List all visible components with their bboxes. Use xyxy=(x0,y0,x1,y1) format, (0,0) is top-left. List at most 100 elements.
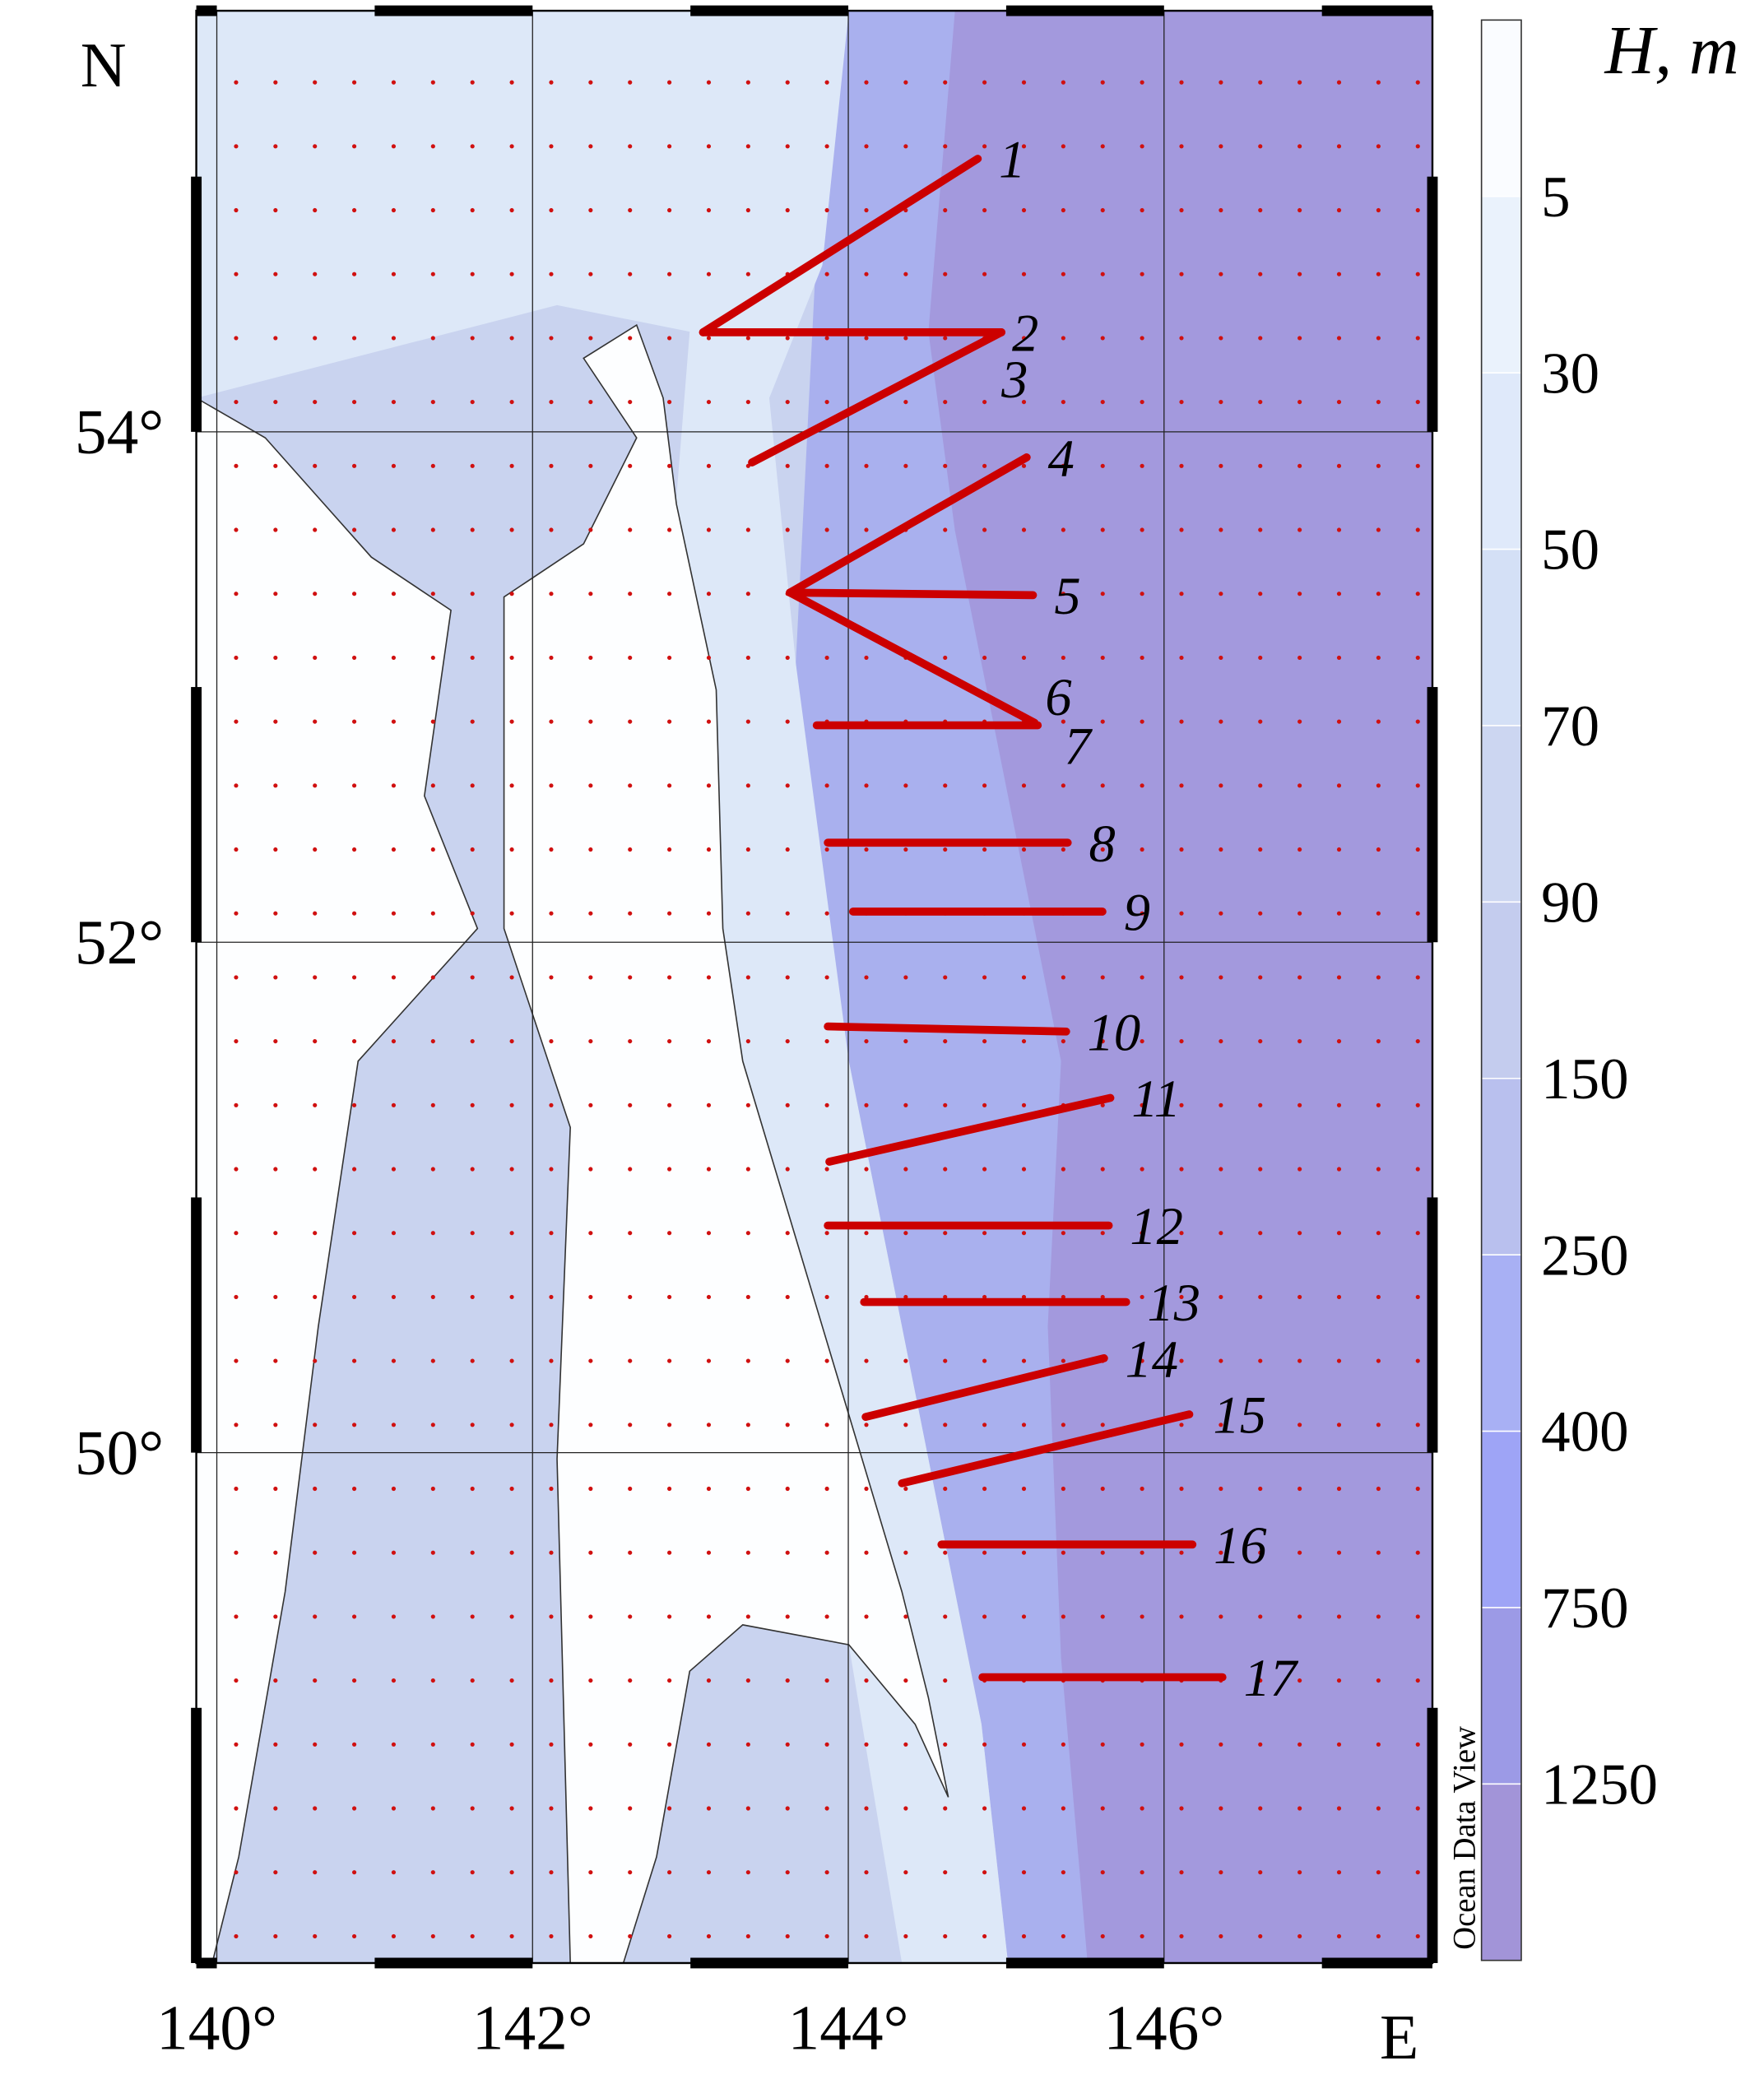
station xyxy=(1258,1423,1263,1427)
station xyxy=(1415,783,1420,788)
station xyxy=(628,1678,633,1683)
station xyxy=(667,1486,672,1492)
transect-label: 14 xyxy=(1126,1330,1178,1388)
station xyxy=(509,655,514,660)
station xyxy=(1415,400,1420,405)
station xyxy=(351,272,357,276)
station xyxy=(706,975,712,980)
station xyxy=(509,847,514,852)
station xyxy=(509,80,514,85)
station xyxy=(864,1870,869,1875)
x-tick-label: 144° xyxy=(788,1993,909,2063)
station xyxy=(982,1870,987,1875)
station xyxy=(785,80,790,85)
station xyxy=(1376,144,1381,149)
station xyxy=(1376,1614,1381,1619)
station xyxy=(234,847,239,852)
station xyxy=(313,1486,318,1492)
station xyxy=(470,1870,475,1875)
station xyxy=(1415,1742,1420,1747)
station xyxy=(824,1678,829,1683)
station xyxy=(785,847,790,852)
station xyxy=(234,911,239,916)
station xyxy=(1100,336,1105,341)
station xyxy=(1219,655,1223,660)
station xyxy=(391,1039,397,1044)
station xyxy=(273,1742,278,1747)
station xyxy=(549,272,554,276)
station xyxy=(430,1678,435,1683)
station xyxy=(351,1167,357,1172)
station xyxy=(1140,144,1144,149)
station xyxy=(351,1102,357,1107)
station xyxy=(1061,1806,1065,1811)
station xyxy=(1336,592,1342,596)
station xyxy=(706,1102,712,1107)
transect-label: 15 xyxy=(1214,1386,1266,1445)
station xyxy=(1219,1167,1223,1172)
station xyxy=(1297,400,1302,405)
colorbar-label: 70 xyxy=(1541,694,1599,759)
station xyxy=(1415,1423,1420,1427)
station xyxy=(667,1102,672,1107)
station xyxy=(1258,1486,1263,1492)
station xyxy=(1336,1742,1342,1747)
station xyxy=(391,1231,397,1236)
colorbar-band xyxy=(1481,20,1521,197)
station xyxy=(1415,1870,1420,1875)
station xyxy=(628,1039,633,1044)
station xyxy=(1061,655,1065,660)
station xyxy=(509,1102,514,1107)
station xyxy=(549,144,554,149)
frame-stripe xyxy=(690,1957,849,1969)
station xyxy=(391,1806,397,1811)
station xyxy=(588,1102,593,1107)
station xyxy=(1219,144,1223,149)
station xyxy=(1297,336,1302,341)
station xyxy=(1100,1550,1105,1555)
station xyxy=(1140,1231,1144,1236)
station xyxy=(1179,527,1184,532)
station xyxy=(1061,207,1065,213)
station xyxy=(1100,272,1105,276)
station xyxy=(824,144,829,149)
station xyxy=(982,1742,987,1747)
station xyxy=(1376,1167,1381,1172)
station xyxy=(1336,1039,1342,1044)
station xyxy=(1061,1167,1065,1172)
station xyxy=(1415,1358,1420,1363)
station xyxy=(824,911,829,916)
station xyxy=(1376,911,1381,916)
station xyxy=(943,1423,948,1427)
station xyxy=(785,1102,790,1107)
station xyxy=(943,400,948,405)
station xyxy=(1219,1358,1223,1363)
station xyxy=(470,1614,475,1619)
station xyxy=(1179,1870,1184,1875)
station xyxy=(982,207,987,213)
station xyxy=(273,144,278,149)
station xyxy=(628,144,633,149)
station xyxy=(1297,783,1302,788)
station xyxy=(234,719,239,724)
station xyxy=(549,1423,554,1427)
station xyxy=(1021,1167,1027,1172)
station xyxy=(1021,1358,1027,1363)
station xyxy=(1100,1167,1105,1172)
station xyxy=(745,1806,750,1811)
station xyxy=(549,1870,554,1875)
station xyxy=(313,1039,318,1044)
station xyxy=(1415,463,1420,468)
station xyxy=(509,1039,514,1044)
transect xyxy=(786,453,1031,597)
station xyxy=(1258,144,1263,149)
station xyxy=(234,272,239,276)
station xyxy=(943,1358,948,1363)
station xyxy=(1258,400,1263,405)
station xyxy=(470,975,475,980)
station xyxy=(470,1806,475,1811)
station xyxy=(1100,847,1105,852)
station xyxy=(785,1039,790,1044)
station xyxy=(982,400,987,405)
station xyxy=(1179,1486,1184,1492)
